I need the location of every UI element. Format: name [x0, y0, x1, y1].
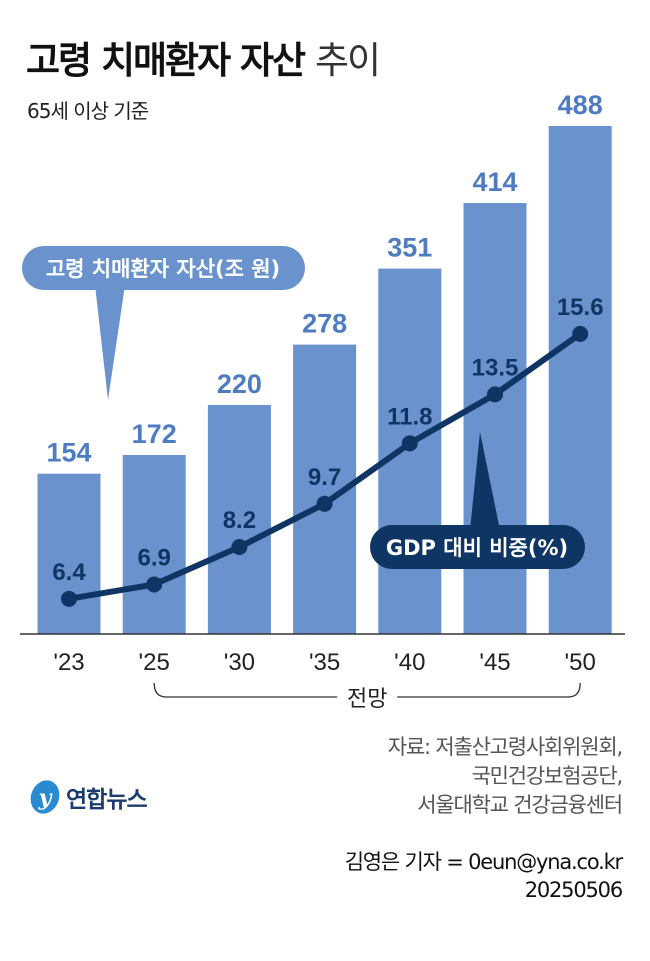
- bar-value-label: 172: [132, 419, 177, 449]
- bar-value-label: 220: [217, 369, 262, 399]
- x-tick-label: '50: [565, 649, 596, 676]
- bar: [37, 473, 101, 634]
- line-point: [231, 539, 248, 555]
- bar-callout-pointer: [95, 285, 125, 400]
- date: 20250506: [524, 878, 623, 902]
- bar-callout: [22, 246, 305, 290]
- source-line: 서울대학교 건강금융센터: [417, 793, 623, 817]
- line-point: [146, 576, 163, 593]
- x-tick-label: '30: [224, 649, 255, 676]
- line-point: [572, 325, 589, 342]
- bar: [463, 203, 527, 635]
- credit: 김영은 기자 = 0eun@yna.co.kr 20250506: [344, 848, 624, 904]
- source-line: 국민건강보험공단,: [471, 764, 624, 788]
- logo-icon: y: [30, 780, 60, 814]
- chart-subtitle: 65세 이상 기준: [27, 99, 149, 123]
- source-note: 자료: 저출산고령사회위원회, 국민건강보험공단, 서울대학교 건강금융센터: [387, 733, 624, 820]
- line-point: [316, 495, 333, 512]
- bar-legend-label: 고령 치매환자 자산(조 원): [46, 257, 280, 281]
- line-value-label: 6.4: [52, 559, 86, 586]
- line-point: [401, 435, 418, 452]
- bar-value-label: 351: [387, 233, 432, 263]
- bar-value-label: 414: [472, 167, 517, 197]
- bar: [207, 404, 271, 634]
- logo-text: 연합뉴스: [66, 787, 148, 813]
- line-callout-pointer: [470, 432, 500, 530]
- line-point: [487, 386, 503, 403]
- line-callout: [370, 525, 585, 569]
- reporter: 김영은 기자 = 0eun@yna.co.kr: [344, 850, 624, 874]
- x-tick-label: '25: [139, 649, 170, 676]
- title-bold: 고령 치매환자 자산: [26, 39, 306, 82]
- svg-text:y: y: [38, 785, 54, 811]
- bar-value-label: 488: [558, 90, 603, 120]
- yonhap-logo: y 연합뉴스: [28, 778, 148, 816]
- bar-value-label: 278: [302, 309, 347, 339]
- line-point: [61, 590, 77, 607]
- title-light: 추이: [314, 39, 381, 82]
- x-tick-label: '23: [53, 649, 84, 676]
- bar-value-label: 154: [46, 438, 91, 468]
- x-tick-label: '45: [479, 649, 510, 676]
- source-line: 자료: 저출산고령사회위원회,: [387, 735, 623, 759]
- line-value-label: 6.9: [138, 544, 171, 571]
- x-tick-label: '35: [309, 649, 340, 676]
- line-value-label: 8.2: [223, 507, 256, 534]
- line-value-label: 11.8: [387, 403, 432, 430]
- line-value-label: 15.6: [557, 294, 604, 321]
- line-value-label: 9.7: [308, 464, 341, 491]
- x-tick-label: '40: [394, 649, 425, 676]
- bracket-label-bg: [337, 684, 398, 710]
- forecast-label: 전망: [347, 687, 387, 712]
- bar: [122, 454, 186, 634]
- line-legend-label: GDP 대비 비중(%): [386, 536, 568, 560]
- chart-title: 고령 치매환자 자산 추이: [26, 30, 381, 84]
- line-value-label: 13.5: [472, 354, 519, 381]
